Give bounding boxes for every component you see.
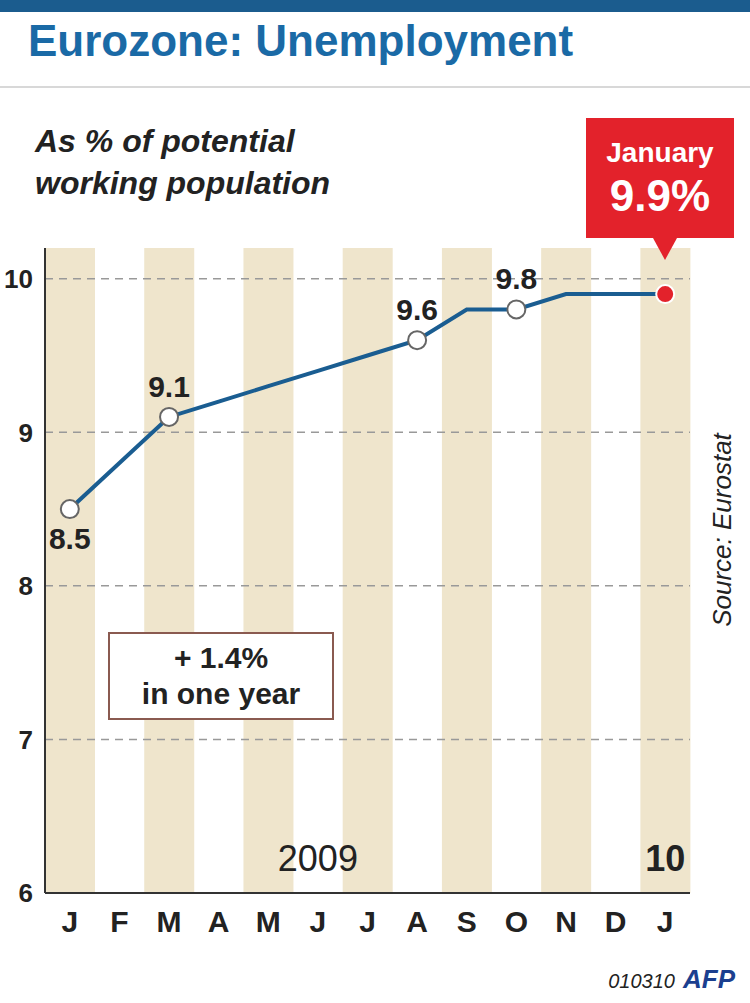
- svg-text:M: M: [256, 905, 281, 938]
- svg-text:9.8: 9.8: [495, 262, 537, 295]
- svg-text:8.5: 8.5: [49, 522, 91, 555]
- html-text:9.9%: 9.9%: [609, 171, 711, 220]
- svg-text:J: J: [310, 905, 327, 938]
- svg-text:2009: 2009: [278, 838, 358, 879]
- svg-text:D: D: [605, 905, 627, 938]
- html-text:As % of potential working popu: As % of potential working population: [35, 123, 331, 201]
- svg-text:8: 8: [19, 571, 33, 601]
- svg-text:A: A: [406, 905, 428, 938]
- svg-text:F: F: [110, 905, 128, 938]
- svg-text:J: J: [657, 905, 674, 938]
- svg-text:9.1: 9.1: [148, 370, 190, 403]
- svg-text:10: 10: [4, 264, 33, 294]
- svg-text:N: N: [555, 905, 577, 938]
- svg-text:J: J: [61, 905, 78, 938]
- html-text:+ 1.4%: + 1.4%: [173, 641, 269, 674]
- svg-text:6: 6: [19, 878, 33, 908]
- svg-text:10: 10: [645, 838, 685, 879]
- svg-text:S: S: [457, 905, 477, 938]
- svg-text:9.6: 9.6: [396, 293, 438, 326]
- html-text:January: January: [606, 137, 714, 168]
- html-text:Eurozone: Unemployment: Eurozone: Unemployment: [28, 16, 574, 65]
- svg-text:O: O: [505, 905, 528, 938]
- svg-text:9: 9: [19, 418, 33, 448]
- html-text:in one year: in one year: [141, 677, 301, 710]
- html-text:Source: Eurostat: Source: Eurostat: [707, 433, 737, 627]
- svg-text:M: M: [157, 905, 182, 938]
- html-text:010310 AFP: 010310 AFP: [608, 964, 735, 994]
- svg-text:J: J: [359, 905, 376, 938]
- svg-text:A: A: [208, 905, 230, 938]
- svg-text:7: 7: [19, 725, 33, 755]
